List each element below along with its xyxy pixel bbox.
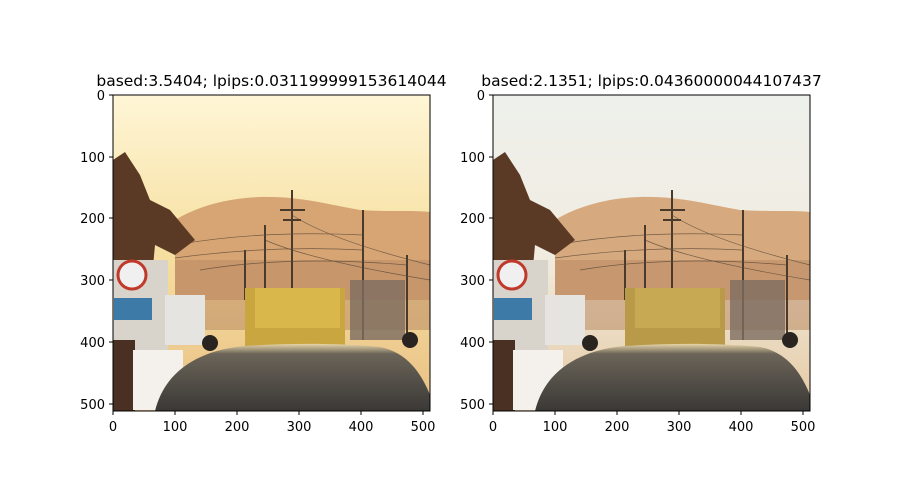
x-tick-label: 0 (489, 420, 497, 435)
panel-title: based:2.1351; lpips:0.04360000044107437 (481, 72, 821, 90)
car-roof (535, 343, 810, 411)
x-tick-label: 300 (287, 420, 312, 435)
no-turn-sign (496, 259, 528, 291)
power-lines (554, 214, 810, 281)
x-tick-label: 500 (791, 420, 816, 435)
y-tick-label: 300 (460, 274, 485, 289)
y-tick-label: 500 (460, 398, 485, 413)
y-tick-label: 200 (460, 212, 485, 227)
panel-right: based:2.1351; lpips:0.04360000044107437 (460, 72, 822, 435)
power-lines (174, 214, 430, 281)
y-tick-label: 400 (80, 336, 105, 351)
y-tick-label: 100 (460, 151, 485, 166)
y-tick-label: 0 (477, 89, 485, 104)
y-tick-label: 200 (80, 212, 105, 227)
x-tick-label: 500 (411, 420, 436, 435)
no-turn-sign (116, 259, 148, 291)
x-tick-label: 400 (729, 420, 754, 435)
plot-frame (492, 94, 811, 412)
plot-frame (112, 94, 431, 412)
y-ticks: 0 100 200 300 400 500 (80, 89, 113, 413)
photo-street-scene (493, 95, 810, 411)
car-roof (155, 343, 430, 411)
panel-title: based:3.5404; lpips:0.031199999153614044 (96, 72, 446, 90)
y-tick-label: 400 (460, 336, 485, 351)
panel-left: based:3.5404; lpips:0.031199999153614044 (80, 72, 446, 435)
x-tick-label: 200 (605, 420, 630, 435)
x-tick-label: 0 (109, 420, 117, 435)
y-tick-label: 500 (80, 398, 105, 413)
y-tick-label: 300 (80, 274, 105, 289)
x-tick-label: 100 (163, 420, 188, 435)
x-ticks: 0 100 200 300 400 500 (489, 411, 816, 435)
x-tick-label: 100 (543, 420, 568, 435)
x-ticks: 0 100 200 300 400 500 (109, 411, 436, 435)
photo-street-scene (113, 95, 430, 411)
y-ticks: 0 100 200 300 400 500 (460, 89, 493, 413)
blue-sign (114, 298, 152, 320)
y-tick-label: 100 (80, 151, 105, 166)
y-tick-label: 0 (97, 89, 105, 104)
x-tick-label: 200 (225, 420, 250, 435)
x-tick-label: 400 (349, 420, 374, 435)
x-tick-label: 300 (667, 420, 692, 435)
blue-sign (494, 298, 532, 320)
